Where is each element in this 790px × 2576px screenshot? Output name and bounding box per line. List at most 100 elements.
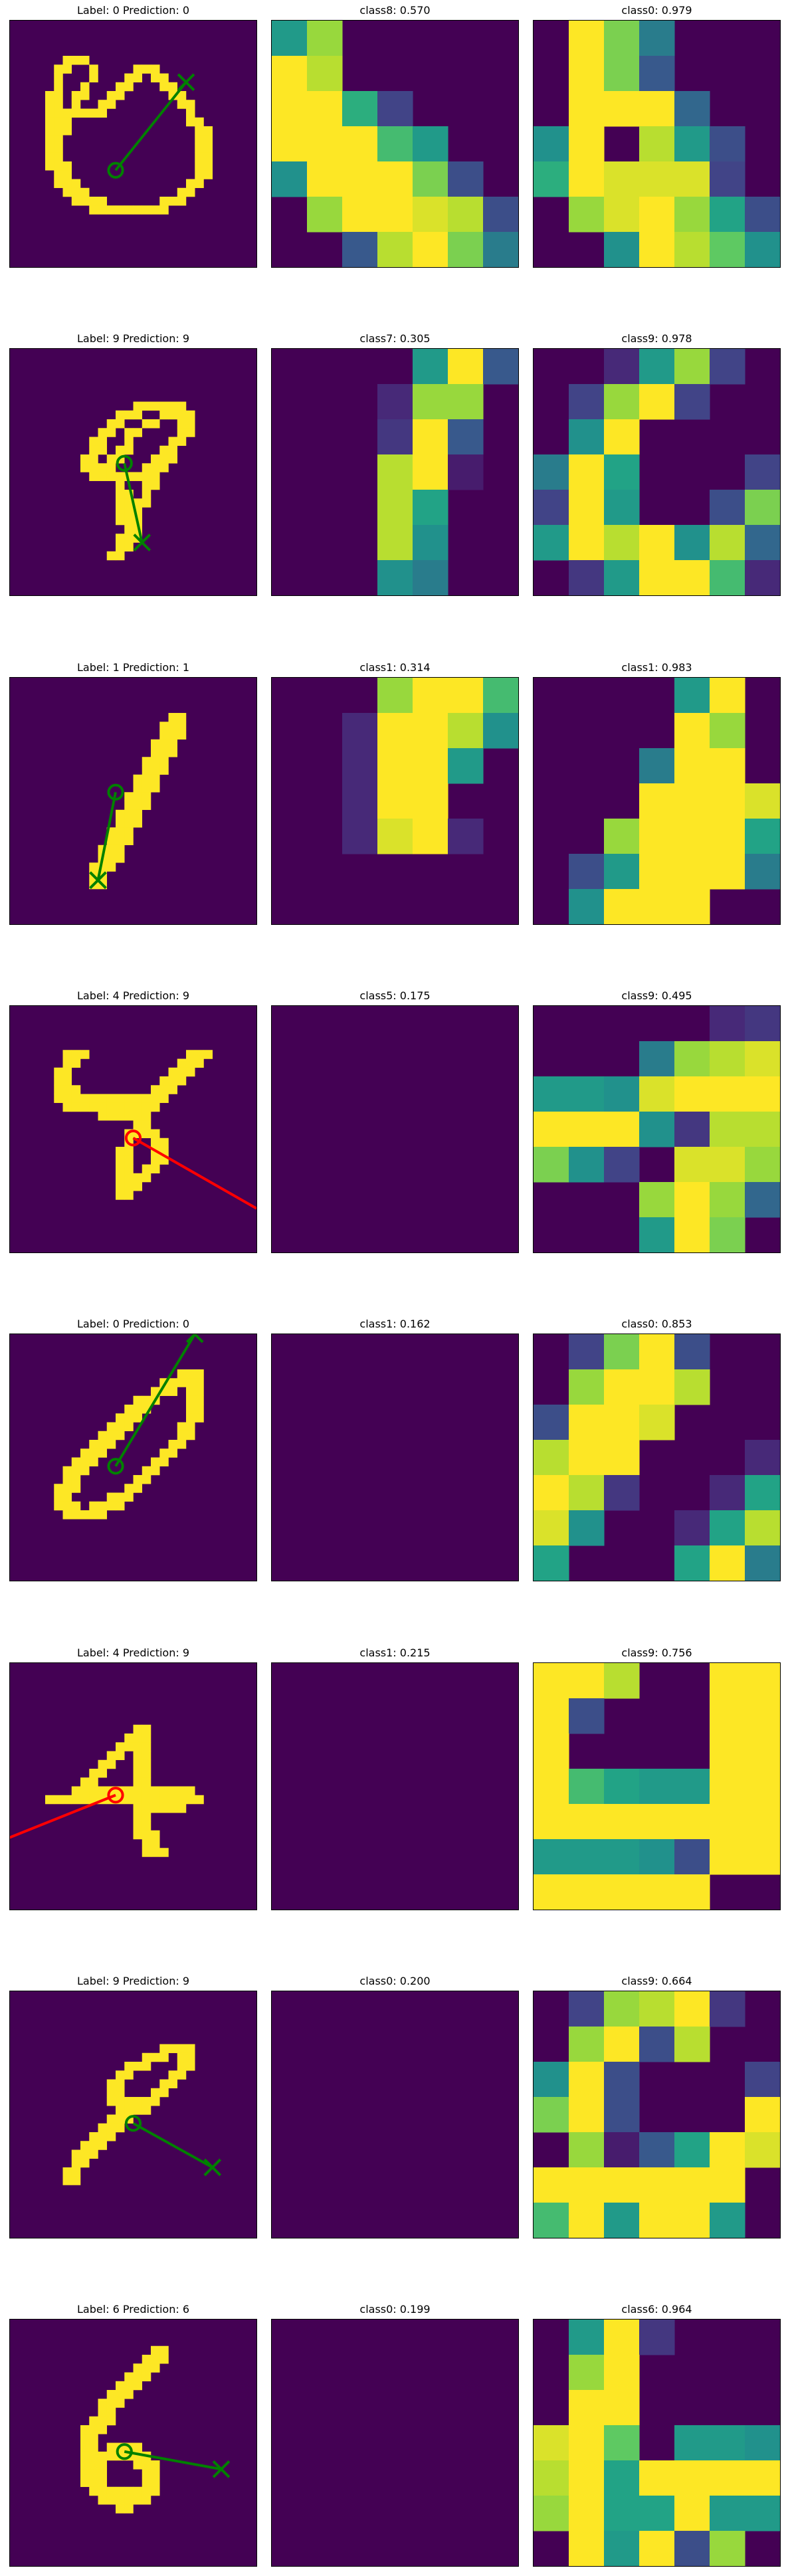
heatmap-cell [448,819,484,854]
pixel-cell [159,2044,169,2054]
pixel-cell [89,2416,98,2426]
pixel-cell [142,792,151,801]
heatmap-svg [10,678,256,924]
heatmap-cell [604,2062,640,2098]
pixel-cell [159,463,169,472]
cam-panel: class0: 0.199 [271,2303,519,2567]
heatmap-cell [710,1475,745,1511]
pixel-cell [142,498,151,508]
heatmap-svg [272,1334,518,1581]
pixel-cell [124,1405,134,1414]
end-marker [193,1334,204,1343]
pixel-cell [98,108,108,118]
pixel-cell [98,2496,108,2505]
heatmap-cell [710,678,745,714]
pixel-cell [159,1848,169,1857]
pixel-cell [116,836,125,846]
heatmap-cell [342,748,378,784]
heatmap-cell [569,490,605,526]
pixel-cell [151,2486,160,2496]
heatmap-cell [674,854,710,890]
heatmap-cell [604,21,640,56]
pixel-cell [168,739,178,749]
heatmap-cell [674,2496,710,2531]
heatmap-cell [639,1217,675,1252]
heatmap-cell [604,1076,640,1112]
pixel-cell [142,2106,151,2115]
pixel-cell [124,1173,134,1183]
pixel-cell [106,1440,116,1449]
cam-panel: class0: 0.979 [533,4,781,268]
heatmap-cell [534,1147,569,1183]
pixel-cell [133,1405,143,1414]
heatmap-cell [604,161,640,197]
pixel-cell [62,1484,72,1493]
pixel-cell [54,179,63,189]
pixel-cell [89,1510,98,1520]
pixel-cell [89,2132,98,2141]
pixel-cell [186,1369,195,1379]
pixel-cell [89,1448,98,1458]
pixel-cell [124,1492,134,1502]
pixel-cell [142,480,151,490]
pixel-cell [168,1440,178,1449]
pixel-cell [133,410,143,420]
pixel-cell [124,1413,134,1423]
pixel-cell [62,1510,72,1520]
panel-title: Label: 0 Prediction: 0 [76,1318,190,1330]
pixel-cell [106,2451,116,2461]
heatmap-cell [604,2167,640,2203]
heatmap-cell [413,819,448,854]
pixel-cell [203,161,213,171]
heatmap-cell [569,889,605,924]
pixel-cell [71,91,81,100]
pixel-cell [168,401,178,411]
pixel-cell [186,1067,195,1077]
pixel-cell [186,100,195,109]
heatmap-cell [377,783,413,819]
pixel-cell [116,2123,125,2133]
heatmap-cell [604,2531,640,2566]
heatmap-cell [534,161,569,197]
heatmap-cell [377,419,413,455]
pixel-cell [106,2079,116,2089]
heatmap-cell [639,21,675,56]
pixel-cell [203,1050,213,1059]
heatmap-cell [639,748,675,784]
pixel-cell [71,2158,81,2168]
pixel-cell [71,1058,81,1068]
heatmap-cell [413,349,448,385]
heatmap-cell [745,1804,780,1840]
pixel-cell [142,1759,151,1769]
heatmap-cell [604,2390,640,2426]
pixel-cell [106,2399,116,2408]
pixel-cell [106,454,116,464]
heatmap-cell [307,126,343,162]
pixel-cell [168,2079,178,2089]
pixel-cell [168,730,178,740]
pixel-cell [80,2442,90,2452]
pixel-cell [54,161,63,171]
pixel-cell [142,1804,151,1813]
pixel-cell [98,2123,108,2133]
pixel-cell [98,2451,108,2461]
pixel-cell [186,1058,195,1068]
pixel-cell [80,1457,90,1467]
heatmap-cell [569,91,605,127]
heatmap-cell [534,1545,569,1581]
pixel-cell [62,1102,72,1112]
heatmap-svg [272,21,518,267]
heatmap-cell [604,1839,640,1875]
heatmap-cell [569,1839,605,1875]
heatmap-cell [569,1874,605,1910]
pixel-cell [124,801,134,811]
pixel-cell [151,73,160,83]
pixel-cell [124,542,134,552]
pixel-cell [142,2372,151,2382]
input-panel: Label: 6 Prediction: 6 [9,2303,257,2567]
heatmap-cell [674,748,710,784]
pixel-cell [177,1076,187,1086]
pixel-cell [124,1182,134,1191]
pixel-cell [116,472,125,482]
pixel-cell [124,1147,134,1156]
